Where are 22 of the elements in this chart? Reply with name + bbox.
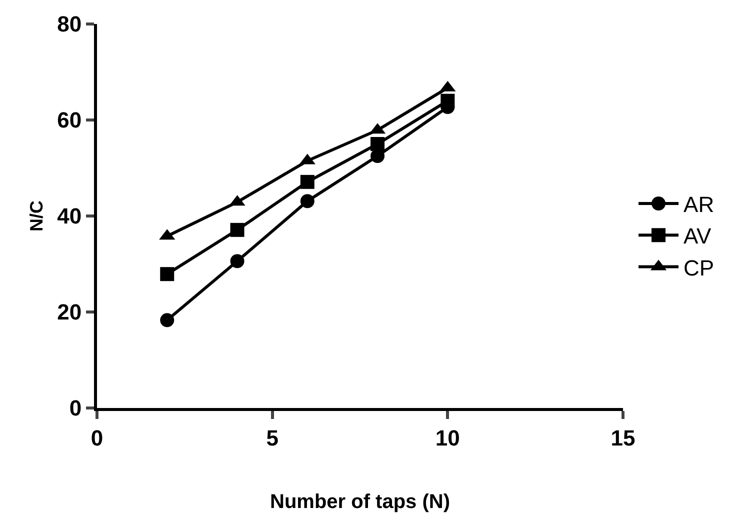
legend-label: AR bbox=[684, 192, 714, 218]
point bbox=[370, 149, 385, 163]
x-tick-label: 10 bbox=[435, 425, 460, 450]
y-tick-label: 40 bbox=[57, 204, 82, 229]
legend-label: CP bbox=[684, 255, 714, 280]
x-tick-label: 5 bbox=[266, 425, 278, 450]
point bbox=[300, 174, 314, 189]
y-tick-label: 20 bbox=[57, 300, 82, 325]
legend-label: AV bbox=[684, 224, 712, 249]
y-axis-title: N/C bbox=[26, 200, 46, 232]
x-tick-label: 0 bbox=[90, 425, 104, 450]
x-tick-label: 15 bbox=[610, 425, 636, 450]
point bbox=[230, 254, 244, 268]
y-tick-label: 0 bbox=[69, 396, 82, 421]
point bbox=[370, 137, 385, 151]
point bbox=[160, 267, 174, 282]
y-tick-label: 60 bbox=[57, 108, 82, 133]
point bbox=[300, 194, 314, 208]
point bbox=[230, 222, 244, 237]
x-axis-title: Number of taps (N) bbox=[270, 490, 450, 513]
y-tick-label: 80 bbox=[57, 12, 82, 37]
point bbox=[160, 313, 174, 328]
